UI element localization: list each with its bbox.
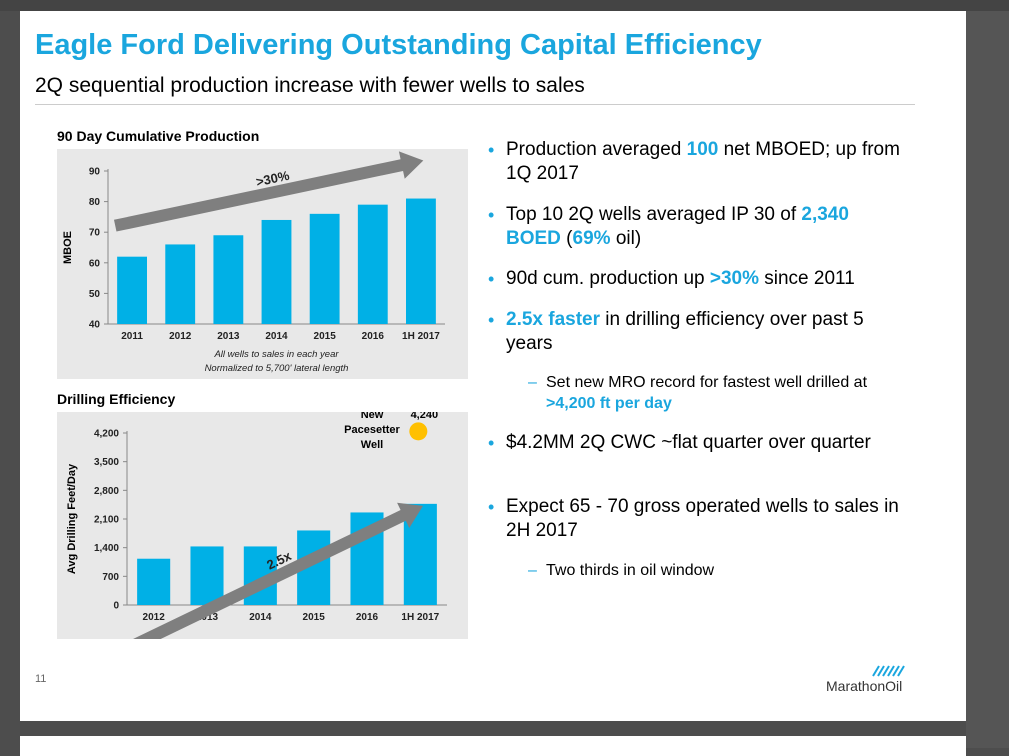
bullet-dot-icon: • bbox=[488, 497, 495, 517]
title-divider bbox=[35, 104, 915, 105]
bullet-text: since 2011 bbox=[758, 268, 855, 289]
highlight-text: 2.5x faster bbox=[506, 309, 601, 330]
bullet-text: ( bbox=[560, 228, 573, 249]
highlight-text: 100 bbox=[686, 139, 719, 160]
bullet-text: $4.2MM 2Q CWC ~flat quarter over quarter bbox=[506, 432, 871, 453]
bullet-text: Expect 65 - 70 gross operated wells to s… bbox=[506, 496, 899, 541]
bullet-text: Top 10 2Q wells averaged IP 30 of bbox=[506, 204, 802, 225]
bar-2013 bbox=[213, 235, 244, 324]
x-tick-label: 2013 bbox=[196, 612, 219, 623]
trend-arrow-label: >30% bbox=[255, 168, 291, 190]
y-tick-label: 2,100 bbox=[94, 515, 119, 526]
bullet-text: Two thirds in oil window bbox=[546, 562, 715, 579]
page-number: 11 bbox=[35, 673, 47, 685]
x-tick-label: 2014 bbox=[249, 612, 272, 623]
y-tick-label: 60 bbox=[89, 258, 101, 269]
bullet-dot-icon: • bbox=[488, 433, 495, 453]
viewer-scroll-gutter[interactable] bbox=[966, 11, 1009, 748]
bullet-text: Production averaged bbox=[506, 139, 687, 160]
pacesetter-dot bbox=[409, 422, 428, 441]
bullet-text: Set new MRO record for fastest well dril… bbox=[546, 374, 868, 391]
x-tick-label: 2015 bbox=[314, 331, 337, 342]
sub-bullet-item: – Set new MRO record for fastest well dri… bbox=[528, 372, 908, 414]
slide-subtitle: 2Q sequential production increase with f… bbox=[35, 74, 585, 97]
chart2-title: Drilling Efficiency bbox=[57, 391, 176, 407]
highlight-text: 69% bbox=[572, 228, 611, 249]
pacesetter-label: New bbox=[361, 412, 384, 421]
bar-2014 bbox=[261, 219, 292, 324]
bullet-dot-icon: • bbox=[488, 310, 495, 330]
slide-title: Eagle Ford Delivering Outstanding Capita… bbox=[35, 29, 762, 61]
bullet-text: net MBOED; up from 1Q 2017 bbox=[506, 139, 900, 184]
trend-arrow-icon: >30% bbox=[113, 151, 424, 232]
bar-1h-2017 bbox=[406, 198, 436, 324]
y-tick-label: 70 bbox=[89, 228, 101, 239]
bullet-dot-icon: • bbox=[488, 140, 495, 160]
dash-icon: – bbox=[528, 562, 537, 579]
y-axis-label: MBOE bbox=[62, 231, 74, 264]
highlight-text: 2,340 BOED bbox=[506, 204, 849, 249]
bullet-item: • Top 10 2Q wells averaged IP 30 of 2,340… bbox=[488, 203, 908, 251]
bullet-item: • Expect 65 - 70 gross operated wells to … bbox=[488, 495, 908, 543]
bullet-item: • 90d cum. production up >30% since 2011 bbox=[488, 267, 855, 291]
x-tick-label: 2013 bbox=[217, 331, 240, 342]
bullet-text: in drilling efficiency over past 5 years bbox=[506, 309, 864, 354]
y-tick-label: 1,400 bbox=[94, 543, 119, 554]
bar-2012 bbox=[165, 244, 196, 324]
viewer-top-bar bbox=[0, 0, 1009, 11]
y-axis-label: Avg Drilling Feet/Day bbox=[66, 463, 78, 574]
x-tick-label: 2011 bbox=[121, 331, 143, 342]
bullet-item: • 2.5x faster in drilling efficiency over… bbox=[488, 308, 908, 356]
x-tick-label: 2014 bbox=[265, 331, 288, 342]
x-tick-label: 2015 bbox=[303, 612, 326, 623]
y-tick-label: 40 bbox=[89, 320, 101, 331]
y-tick-label: 3,500 bbox=[94, 457, 119, 468]
production-bar-chart: 40 50 60 70 80 90 2011 2012 2013 2014 2015 2016 1H 2… bbox=[57, 149, 468, 379]
chart1-title: 90 Day Cumulative Production bbox=[57, 128, 260, 144]
bar-2012 bbox=[137, 558, 171, 605]
bar-2011 bbox=[117, 256, 147, 324]
x-tick-label: 2012 bbox=[143, 612, 166, 623]
highlight-text: >4,200 ft per day bbox=[546, 395, 672, 412]
logo-mark-icon bbox=[872, 665, 905, 677]
next-slide-page[interactable] bbox=[20, 736, 966, 756]
trend-arrow-shape bbox=[132, 502, 424, 639]
marathon-oil-logo: MarathonOil bbox=[826, 665, 916, 695]
trend-arrow-shape bbox=[113, 151, 424, 232]
bullet-item: • Production averaged 100 net MBOED; up f… bbox=[488, 138, 908, 186]
chart-note: All wells to sales in each year bbox=[213, 349, 339, 360]
dash-icon: – bbox=[528, 374, 537, 391]
x-tick-label: 2016 bbox=[362, 331, 385, 342]
highlight-text: >30% bbox=[709, 268, 759, 289]
y-tick-label: 2,800 bbox=[94, 486, 119, 497]
y-tick-label: 4,200 bbox=[94, 429, 119, 440]
bar-2013 bbox=[190, 546, 224, 605]
logo-wordmark: MarathonOil bbox=[826, 678, 903, 694]
bar-2016 bbox=[357, 204, 388, 324]
x-tick-label: 2012 bbox=[169, 331, 192, 342]
drilling-efficiency-bar-chart: 0 700 1,400 2,100 2,800 3,500 4,200 2012 2013 201… bbox=[57, 412, 468, 639]
pacesetter-label: Well bbox=[361, 439, 383, 451]
x-tick-label: 1H 2017 bbox=[402, 331, 440, 342]
bullet-item: • $4.2MM 2Q CWC ~flat quarter over quarte… bbox=[488, 431, 871, 455]
pacesetter-label: Pacesetter bbox=[344, 424, 400, 436]
bullet-text: 90d cum. production up bbox=[506, 268, 710, 289]
bullet-text: oil) bbox=[610, 228, 642, 249]
bullet-dot-icon: • bbox=[488, 269, 495, 289]
bullet-dot-icon: • bbox=[488, 205, 495, 225]
chart-note: Normalized to 5,700' lateral length bbox=[205, 363, 349, 374]
bar-2015 bbox=[309, 213, 340, 324]
x-tick-label: 2016 bbox=[356, 612, 379, 623]
pacesetter-value-label: 4,240 bbox=[411, 412, 439, 421]
sub-bullet-item: – Two thirds in oil window bbox=[528, 560, 908, 581]
y-tick-label: 80 bbox=[89, 197, 101, 208]
y-tick-label: 90 bbox=[89, 167, 101, 178]
x-tick-label: 1H 2017 bbox=[401, 612, 439, 623]
y-tick-label: 50 bbox=[89, 289, 101, 300]
y-tick-label: 0 bbox=[113, 601, 119, 612]
y-tick-label: 700 bbox=[102, 572, 119, 583]
trend-arrow-icon: 2.5x bbox=[132, 502, 424, 639]
